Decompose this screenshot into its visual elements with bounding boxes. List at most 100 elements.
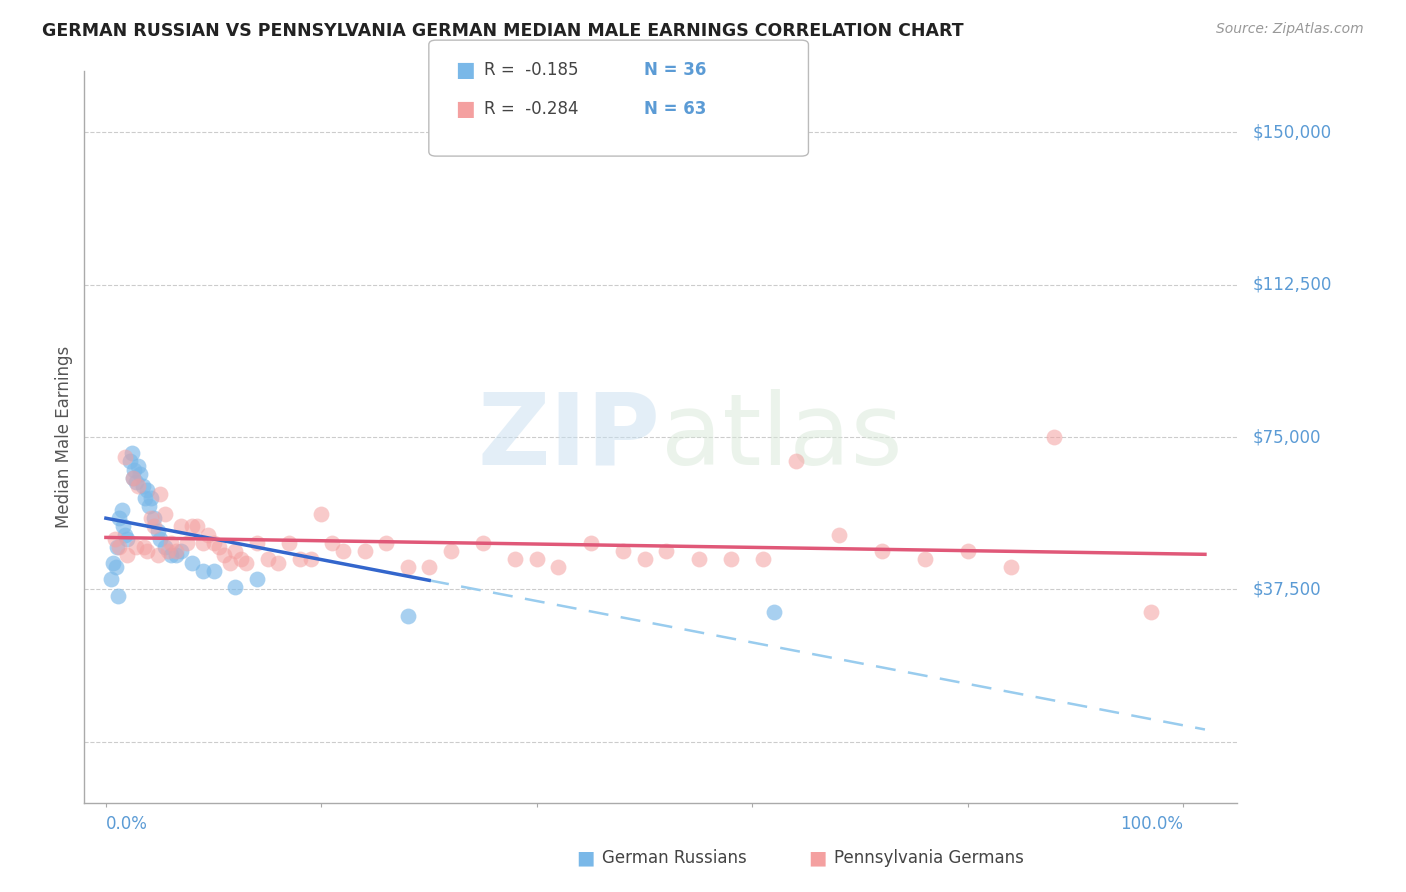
Text: $112,500: $112,500	[1253, 276, 1331, 293]
Point	[170, 519, 193, 533]
Point	[547, 560, 569, 574]
Point	[153, 508, 176, 522]
Point	[299, 552, 322, 566]
Point	[181, 519, 204, 533]
Text: ZIP: ZIP	[478, 389, 661, 485]
Text: $75,000: $75,000	[1253, 428, 1320, 446]
Point	[122, 462, 145, 476]
Point	[256, 552, 278, 566]
Point	[375, 535, 398, 549]
Text: Pennsylvania Germans: Pennsylvania Germans	[834, 849, 1024, 867]
Point	[1140, 605, 1163, 619]
Point	[246, 572, 269, 586]
Point	[197, 527, 219, 541]
Text: ■: ■	[576, 848, 595, 868]
Point	[153, 540, 176, 554]
Point	[956, 544, 979, 558]
Point	[191, 535, 214, 549]
Point	[1043, 430, 1066, 444]
Point	[246, 535, 269, 549]
Text: GERMAN RUSSIAN VS PENNSYLVANIA GERMAN MEDIAN MALE EARNINGS CORRELATION CHART: GERMAN RUSSIAN VS PENNSYLVANIA GERMAN ME…	[42, 22, 963, 40]
Point	[131, 479, 153, 493]
Point	[141, 491, 163, 505]
Point	[104, 560, 127, 574]
Point	[114, 450, 136, 465]
Point	[202, 535, 225, 549]
Point	[288, 552, 311, 566]
Point	[214, 548, 236, 562]
Text: $150,000: $150,000	[1253, 123, 1331, 141]
Point	[208, 540, 231, 554]
Point	[105, 540, 128, 554]
Point	[129, 467, 152, 481]
Text: ■: ■	[456, 99, 475, 119]
Point	[121, 471, 143, 485]
Text: R =  -0.284: R = -0.284	[484, 100, 578, 118]
Point	[117, 532, 139, 546]
Text: ■: ■	[808, 848, 827, 868]
Y-axis label: Median Male Earnings: Median Male Earnings	[55, 346, 73, 528]
Point	[612, 544, 634, 558]
Point	[472, 535, 495, 549]
Point	[321, 535, 343, 549]
Point	[224, 581, 246, 595]
Point	[134, 491, 156, 505]
Point	[157, 544, 180, 558]
Point	[440, 544, 463, 558]
Point	[108, 540, 131, 554]
Point	[149, 487, 172, 501]
Point	[141, 511, 163, 525]
Point	[127, 458, 149, 473]
Point	[146, 548, 169, 562]
Point	[418, 560, 440, 574]
Point	[132, 540, 155, 554]
Point	[785, 454, 807, 468]
Point	[218, 556, 240, 570]
Point	[1000, 560, 1022, 574]
Point	[191, 564, 214, 578]
Point	[159, 535, 181, 549]
Text: Source: ZipAtlas.com: Source: ZipAtlas.com	[1216, 22, 1364, 37]
Point	[112, 519, 135, 533]
Point	[655, 544, 678, 558]
Point	[165, 548, 187, 562]
Point	[229, 552, 252, 566]
Point	[100, 572, 122, 586]
Text: German Russians: German Russians	[602, 849, 747, 867]
Point	[170, 544, 193, 558]
Point	[202, 564, 225, 578]
Point	[762, 605, 785, 619]
Point	[752, 552, 775, 566]
Point	[107, 589, 129, 603]
Point	[165, 544, 187, 558]
Point	[125, 540, 148, 554]
Point	[135, 483, 157, 497]
Point	[720, 552, 742, 566]
Point	[103, 532, 125, 546]
Point	[505, 552, 527, 566]
Point	[121, 446, 143, 460]
Text: R =  -0.185: R = -0.185	[484, 61, 578, 78]
Text: $37,500: $37,500	[1253, 581, 1320, 599]
Point	[149, 532, 172, 546]
Point	[114, 527, 136, 541]
Point	[579, 535, 602, 549]
Text: 0.0%: 0.0%	[105, 815, 148, 833]
Point	[181, 556, 204, 570]
Point	[353, 544, 375, 558]
Point	[914, 552, 936, 566]
Point	[127, 479, 149, 493]
Point	[332, 544, 354, 558]
Point	[117, 548, 139, 562]
Point	[526, 552, 548, 566]
Text: N = 63: N = 63	[644, 100, 706, 118]
Point	[396, 560, 419, 574]
Point	[118, 454, 141, 468]
Point	[146, 524, 169, 538]
Point	[870, 544, 893, 558]
Point	[103, 556, 125, 570]
Point	[267, 556, 290, 570]
Point	[224, 544, 246, 558]
Text: 100.0%: 100.0%	[1121, 815, 1184, 833]
Point	[138, 499, 160, 513]
